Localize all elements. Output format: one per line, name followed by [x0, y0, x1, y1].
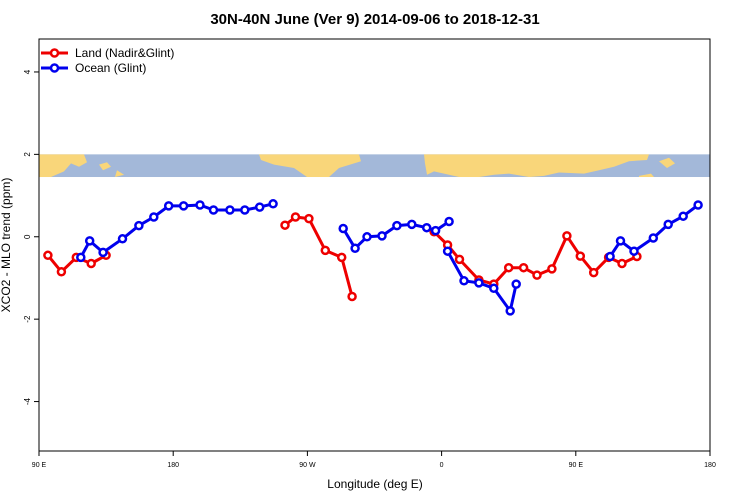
ocean-point: [268, 199, 278, 209]
y-tick-label: 2: [23, 152, 32, 157]
ocean-point: [377, 231, 387, 241]
y-tick-label: 4: [23, 69, 32, 74]
ocean-point: [615, 236, 626, 246]
ocean-point: [511, 279, 521, 289]
ocean-point: [98, 247, 108, 258]
ocean-point: [442, 246, 453, 256]
x-axis: 90 E 180 90 W 0 90 E 180: [32, 450, 716, 469]
map-land-5: [659, 157, 675, 168]
y-axis: -4 -2 0 2 4: [23, 69, 40, 405]
ocean-point: [163, 201, 174, 211]
ocean-legend-marker: [49, 63, 60, 73]
x-axis-label: Longitude (deg E): [327, 477, 422, 491]
ocean-point: [338, 223, 348, 234]
ocean-point: [117, 234, 128, 244]
map-land-0: [39, 154, 87, 177]
ocean-point: [430, 225, 441, 236]
ocean-point: [240, 205, 250, 215]
land-point: [532, 270, 542, 280]
ocean-point: [149, 212, 159, 222]
y-tick-label: -2: [23, 315, 32, 323]
ocean-point: [362, 232, 372, 242]
ocean-point: [208, 205, 219, 215]
ocean-point: [134, 220, 144, 231]
land-point: [588, 267, 599, 278]
ocean-point: [693, 200, 703, 210]
land-point: [304, 213, 314, 224]
land-point: [518, 262, 529, 273]
ocean-point: [678, 211, 688, 221]
ocean-point: [76, 252, 86, 263]
map-land-6: [639, 173, 654, 177]
x-tick-label: 90 W: [299, 462, 316, 469]
ocean-point: [178, 201, 189, 211]
land-point: [562, 231, 572, 241]
ocean-point: [663, 219, 673, 230]
y-tick-label: -4: [23, 397, 32, 405]
legend: Land (Nadir&Glint)Ocean (Glint): [41, 46, 174, 75]
x-tick-label: 180: [704, 462, 716, 469]
land-point: [336, 252, 347, 263]
land-point: [290, 212, 301, 222]
land-point: [503, 262, 514, 273]
ocean-point: [505, 306, 515, 316]
chart-title: 30N-40N June (Ver 9) 2014-09-06 to 2018-…: [210, 11, 539, 28]
plot-frame: [38, 38, 711, 452]
ocean-point: [350, 243, 360, 254]
ocean-point: [444, 216, 454, 227]
ocean-point: [459, 276, 469, 286]
ocean-point: [195, 200, 205, 210]
land-point: [575, 251, 586, 261]
x-tick-label: 180: [167, 462, 179, 469]
ocean-point: [407, 219, 417, 230]
ocean-point: [629, 246, 639, 256]
ocean-point: [225, 205, 235, 215]
land-point: [43, 250, 53, 261]
map-land-2: [115, 170, 124, 177]
ocean-point: [474, 278, 484, 288]
ocean-point: [605, 251, 615, 262]
land-legend-marker: [49, 48, 60, 58]
map-land-4: [424, 154, 649, 177]
ocean-point: [489, 283, 499, 294]
land-point: [56, 267, 67, 277]
ocean-legend-label: Ocean (Glint): [75, 61, 146, 75]
ocean-point: [254, 202, 265, 212]
x-tick-label: 0: [440, 462, 444, 469]
x-tick-label: 90 E: [569, 462, 584, 469]
land-point: [454, 254, 465, 265]
x-tick-label: 90 E: [32, 462, 47, 469]
map-land-1: [99, 162, 111, 171]
land-point: [280, 220, 290, 230]
ocean-point: [648, 233, 659, 243]
land-legend-label: Land (Nadir&Glint): [75, 46, 174, 60]
land-point: [86, 258, 96, 269]
series-layer: [43, 199, 703, 316]
y-tick-label: 0: [23, 234, 32, 239]
y-axis-label: XCO2 - MLO trend (ppm): [0, 178, 13, 313]
ocean-point: [84, 236, 95, 246]
land-point: [320, 245, 331, 256]
world-map-strip: [39, 154, 710, 178]
ocean-point: [392, 220, 402, 231]
land-point: [617, 258, 627, 269]
land-point: [347, 291, 357, 302]
map-land-3: [259, 154, 361, 177]
ocean-point: [421, 222, 432, 233]
land-point: [547, 264, 557, 274]
